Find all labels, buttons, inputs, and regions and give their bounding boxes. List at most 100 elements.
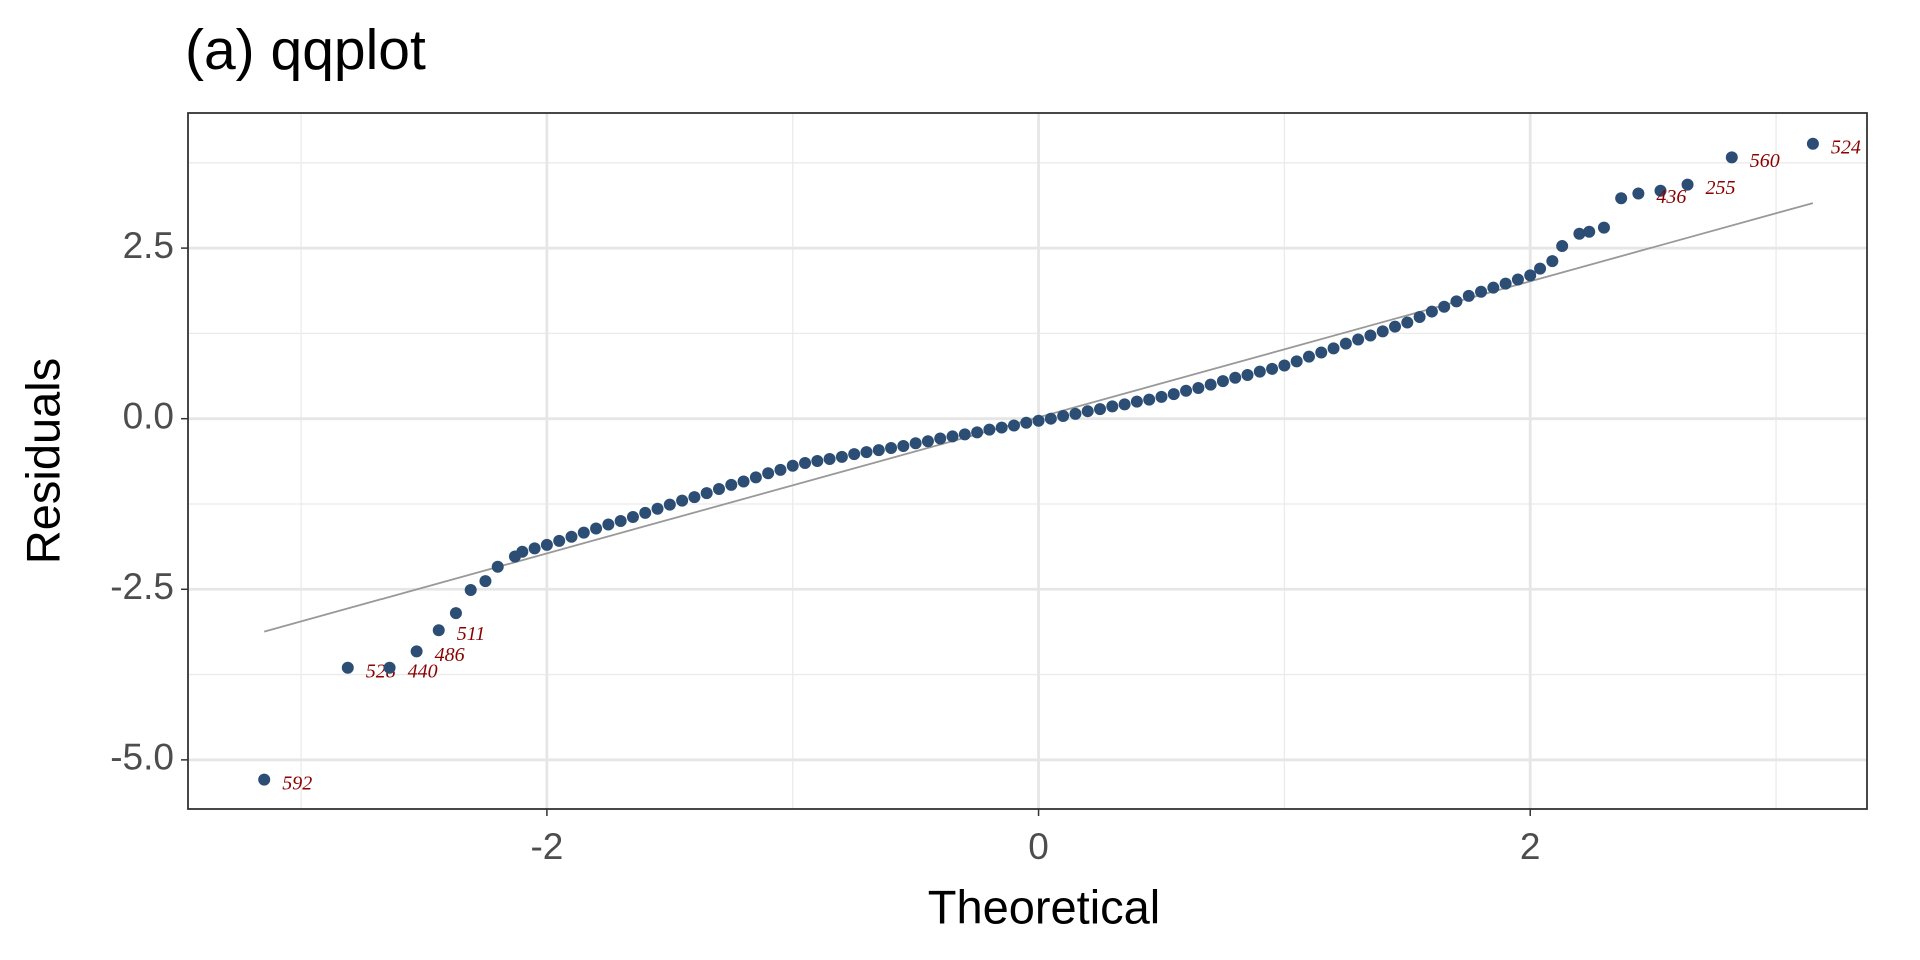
point bbox=[737, 475, 750, 488]
point bbox=[725, 478, 738, 491]
point bbox=[614, 515, 627, 528]
point bbox=[1020, 416, 1033, 429]
y-tick-label: -5.0 bbox=[110, 737, 174, 778]
point bbox=[811, 455, 824, 467]
point bbox=[491, 560, 504, 573]
point bbox=[258, 773, 271, 786]
point bbox=[774, 463, 787, 476]
point bbox=[688, 491, 701, 504]
point bbox=[516, 545, 529, 558]
point bbox=[602, 518, 615, 531]
point bbox=[1339, 337, 1352, 350]
point bbox=[1216, 375, 1229, 388]
point bbox=[1376, 325, 1389, 338]
point bbox=[1155, 390, 1168, 403]
point bbox=[909, 437, 922, 450]
point bbox=[712, 482, 725, 495]
point bbox=[1615, 192, 1628, 205]
point bbox=[1632, 187, 1645, 200]
point-label: 486 bbox=[435, 644, 465, 666]
point bbox=[1278, 359, 1291, 372]
point bbox=[410, 645, 423, 658]
point bbox=[1499, 277, 1512, 290]
point bbox=[1118, 398, 1131, 411]
point bbox=[1167, 388, 1180, 401]
point bbox=[1556, 240, 1569, 253]
point bbox=[1094, 403, 1107, 416]
point bbox=[700, 487, 713, 500]
point bbox=[1044, 412, 1057, 425]
point bbox=[762, 467, 775, 480]
point bbox=[432, 624, 445, 637]
y-tick-label: -2.5 bbox=[110, 566, 174, 607]
y-axis-title: Residuals bbox=[16, 358, 69, 564]
point bbox=[1534, 262, 1547, 275]
point bbox=[1007, 419, 1020, 432]
point bbox=[449, 607, 462, 620]
point bbox=[1511, 273, 1524, 286]
point bbox=[1229, 371, 1242, 384]
point bbox=[1180, 384, 1193, 397]
point-label: 592 bbox=[282, 772, 312, 794]
point bbox=[1290, 355, 1303, 368]
point bbox=[921, 435, 934, 448]
point bbox=[1192, 381, 1205, 394]
point bbox=[676, 494, 689, 507]
point bbox=[651, 502, 664, 515]
point bbox=[1241, 369, 1254, 382]
point bbox=[1573, 227, 1586, 240]
point bbox=[835, 450, 848, 463]
point bbox=[1106, 400, 1119, 413]
point bbox=[1487, 281, 1500, 294]
point bbox=[626, 510, 639, 523]
point bbox=[1524, 269, 1537, 282]
point bbox=[639, 506, 652, 519]
point bbox=[995, 421, 1008, 434]
y-tick-label: 0.0 bbox=[123, 395, 174, 436]
point bbox=[663, 498, 676, 511]
point bbox=[971, 426, 984, 439]
point bbox=[1081, 405, 1094, 418]
chart-title: (a) qqplot bbox=[185, 18, 426, 82]
point bbox=[540, 538, 553, 551]
point bbox=[872, 444, 885, 457]
point bbox=[1401, 316, 1414, 329]
point bbox=[341, 661, 354, 674]
point bbox=[1450, 295, 1463, 308]
point-label: 524 bbox=[1831, 136, 1861, 158]
point bbox=[1315, 346, 1328, 359]
point-label: 440 bbox=[408, 660, 438, 682]
point bbox=[848, 448, 861, 461]
point bbox=[1032, 414, 1045, 427]
point bbox=[1725, 151, 1738, 164]
point bbox=[1583, 225, 1596, 238]
point bbox=[1253, 365, 1266, 378]
point bbox=[786, 459, 799, 472]
point bbox=[1425, 305, 1438, 318]
point bbox=[1130, 395, 1143, 408]
point bbox=[1462, 289, 1475, 302]
point bbox=[946, 430, 959, 443]
point bbox=[983, 423, 996, 436]
point-label: 436 bbox=[1656, 186, 1686, 208]
point bbox=[1681, 178, 1694, 191]
point bbox=[1438, 300, 1451, 313]
panel-border bbox=[187, 112, 1868, 810]
point bbox=[934, 432, 947, 445]
point bbox=[1546, 255, 1559, 268]
point bbox=[823, 452, 836, 465]
point bbox=[1069, 407, 1082, 420]
point bbox=[1413, 311, 1426, 324]
point bbox=[860, 446, 873, 459]
point bbox=[464, 583, 477, 596]
point bbox=[1389, 320, 1402, 333]
point-label: 511 bbox=[457, 623, 486, 645]
point bbox=[383, 661, 396, 674]
point bbox=[590, 522, 603, 535]
point bbox=[1266, 362, 1279, 375]
point bbox=[1302, 350, 1315, 363]
point bbox=[1204, 378, 1217, 391]
point-label: 560 bbox=[1750, 150, 1780, 172]
